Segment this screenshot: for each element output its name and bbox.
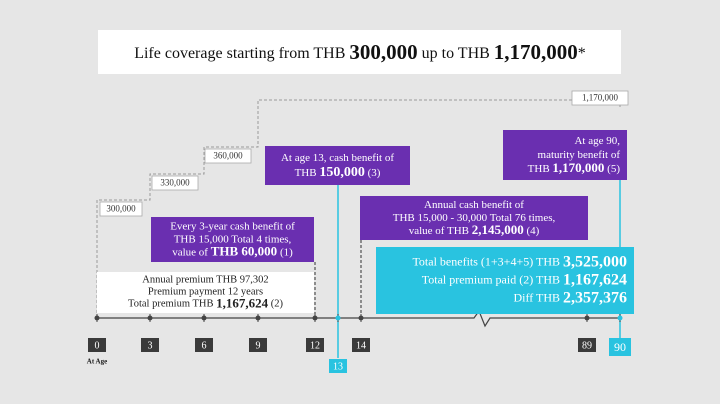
box-text: THB 15,000 Total 4 times,	[174, 233, 292, 245]
age-label: 89	[582, 340, 592, 351]
age-box	[609, 338, 631, 356]
title-box	[98, 30, 621, 74]
box-text: Diff THB 2,357,376	[513, 289, 627, 306]
box-text: THB 15,000 - 30,000 Total 76 times,	[393, 212, 556, 224]
box-text: At age 13, cash benefit of	[281, 152, 394, 164]
age-box	[141, 338, 159, 352]
age-dot	[147, 315, 153, 321]
text-segment: 1,167,624	[216, 295, 269, 310]
text-segment: 1,167,624	[563, 271, 627, 288]
age-dot	[201, 315, 207, 321]
title: Life coverage starting from THB 300,000 …	[134, 40, 586, 64]
axis-label: At Age	[87, 358, 107, 366]
age-dot	[584, 315, 590, 321]
benefit-box	[360, 196, 588, 240]
coverage-label: 300,000	[106, 204, 136, 214]
coverage-label-box	[99, 201, 143, 217]
box-text: maturity benefit of	[538, 149, 621, 161]
box-text: Annual premium THB 97,302	[142, 275, 268, 286]
coverage-step-line	[96, 99, 621, 318]
age-dot	[312, 315, 318, 321]
text-segment: THB 60,000	[211, 243, 277, 258]
text-segment: Total benefits (1+3+4+5) THB	[412, 254, 563, 268]
box-text: Annual cash benefit of	[424, 199, 524, 211]
age-dot	[255, 315, 261, 321]
box-text: THB 1,170,000 (5)	[528, 160, 621, 175]
age-axis	[97, 309, 620, 328]
summary-box	[376, 247, 634, 314]
text-segment: Total premium THB	[128, 299, 216, 310]
text-segment: (5)	[604, 163, 620, 175]
coverage-label-box	[204, 148, 252, 164]
box-text: At age 90,	[574, 135, 620, 147]
age-box	[195, 338, 213, 352]
age-box	[306, 338, 324, 352]
benefit-box	[503, 130, 627, 180]
coverage-label: 330,000	[160, 178, 190, 188]
age-label: 12	[310, 340, 320, 351]
text-segment: *	[578, 45, 586, 62]
text-segment: Diff THB	[513, 290, 563, 304]
text-segment: Annual premium THB 97,302	[142, 275, 268, 286]
text-segment: maturity benefit of	[538, 149, 621, 161]
coverage-label: 360,000	[213, 151, 243, 161]
age-label: 13	[333, 361, 343, 372]
box-text: value of THB 2,145,000 (4)	[409, 222, 540, 237]
box-text: Premium payment 12 years	[148, 287, 263, 298]
box-text: Every 3-year cash benefit of	[170, 220, 295, 232]
age-dot	[94, 315, 100, 321]
age-dot	[335, 315, 341, 321]
text-segment: THB	[528, 163, 553, 175]
box-text: value of THB 60,000 (1)	[172, 243, 293, 258]
text-segment: 2,145,000	[472, 222, 524, 237]
coverage-label-box	[151, 175, 199, 191]
age-label: 9	[256, 340, 261, 351]
text-segment: 300,000	[349, 40, 417, 64]
age-box	[329, 359, 347, 373]
box-text: Total benefits (1+3+4+5) THB 3,525,000	[412, 253, 627, 270]
coverage-label-box	[571, 90, 629, 106]
text-segment: 3,525,000	[563, 253, 627, 270]
text-segment: value of THB	[409, 225, 472, 237]
text-segment: At age 13, cash benefit of	[281, 152, 394, 164]
text-segment: Every 3-year cash benefit of	[170, 220, 295, 232]
text-segment: up to THB	[418, 45, 494, 62]
box-text: THB 150,000 (3)	[295, 165, 381, 180]
text-segment: (4)	[524, 225, 540, 237]
text-segment: 150,000	[319, 165, 365, 180]
text-segment: Life coverage starting from THB	[134, 45, 349, 62]
text-segment: (3)	[365, 167, 381, 179]
text-segment: 2,357,376	[563, 289, 627, 306]
text-segment: (1)	[277, 246, 293, 258]
benefit-box	[265, 146, 410, 185]
benefit-box	[151, 217, 314, 262]
text-segment: THB 15,000 - 30,000 Total 76 times,	[393, 212, 556, 224]
age-label: 14	[356, 340, 366, 351]
age-box	[352, 338, 370, 352]
age-box	[88, 338, 106, 352]
text-segment: 1,170,000	[494, 40, 578, 64]
age-label: 0	[95, 340, 100, 351]
premium-box	[97, 272, 314, 313]
text-segment: 1,170,000	[552, 160, 604, 175]
text-segment: Annual cash benefit of	[424, 199, 524, 211]
age-label: 90	[614, 340, 626, 354]
box-text: Total premium paid (2) THB 1,167,624	[422, 271, 627, 288]
age-label: 6	[202, 340, 207, 351]
text-segment: value of	[172, 246, 210, 258]
text-segment: (2)	[268, 299, 283, 310]
age-label: 3	[148, 340, 153, 351]
age-dot	[617, 315, 623, 321]
coverage-label: 1,170,000	[582, 93, 619, 103]
age-dot	[358, 315, 364, 321]
text-segment: THB 15,000 Total 4 times,	[174, 233, 292, 245]
age-box	[578, 338, 596, 352]
age-box	[249, 338, 267, 352]
text-segment: Total premium paid (2) THB	[422, 272, 563, 286]
text-segment: THB	[295, 167, 320, 179]
text-segment: At age 90,	[574, 135, 620, 147]
text-segment: Premium payment 12 years	[148, 287, 263, 298]
box-text: Total premium THB 1,167,624 (2)	[128, 295, 283, 310]
